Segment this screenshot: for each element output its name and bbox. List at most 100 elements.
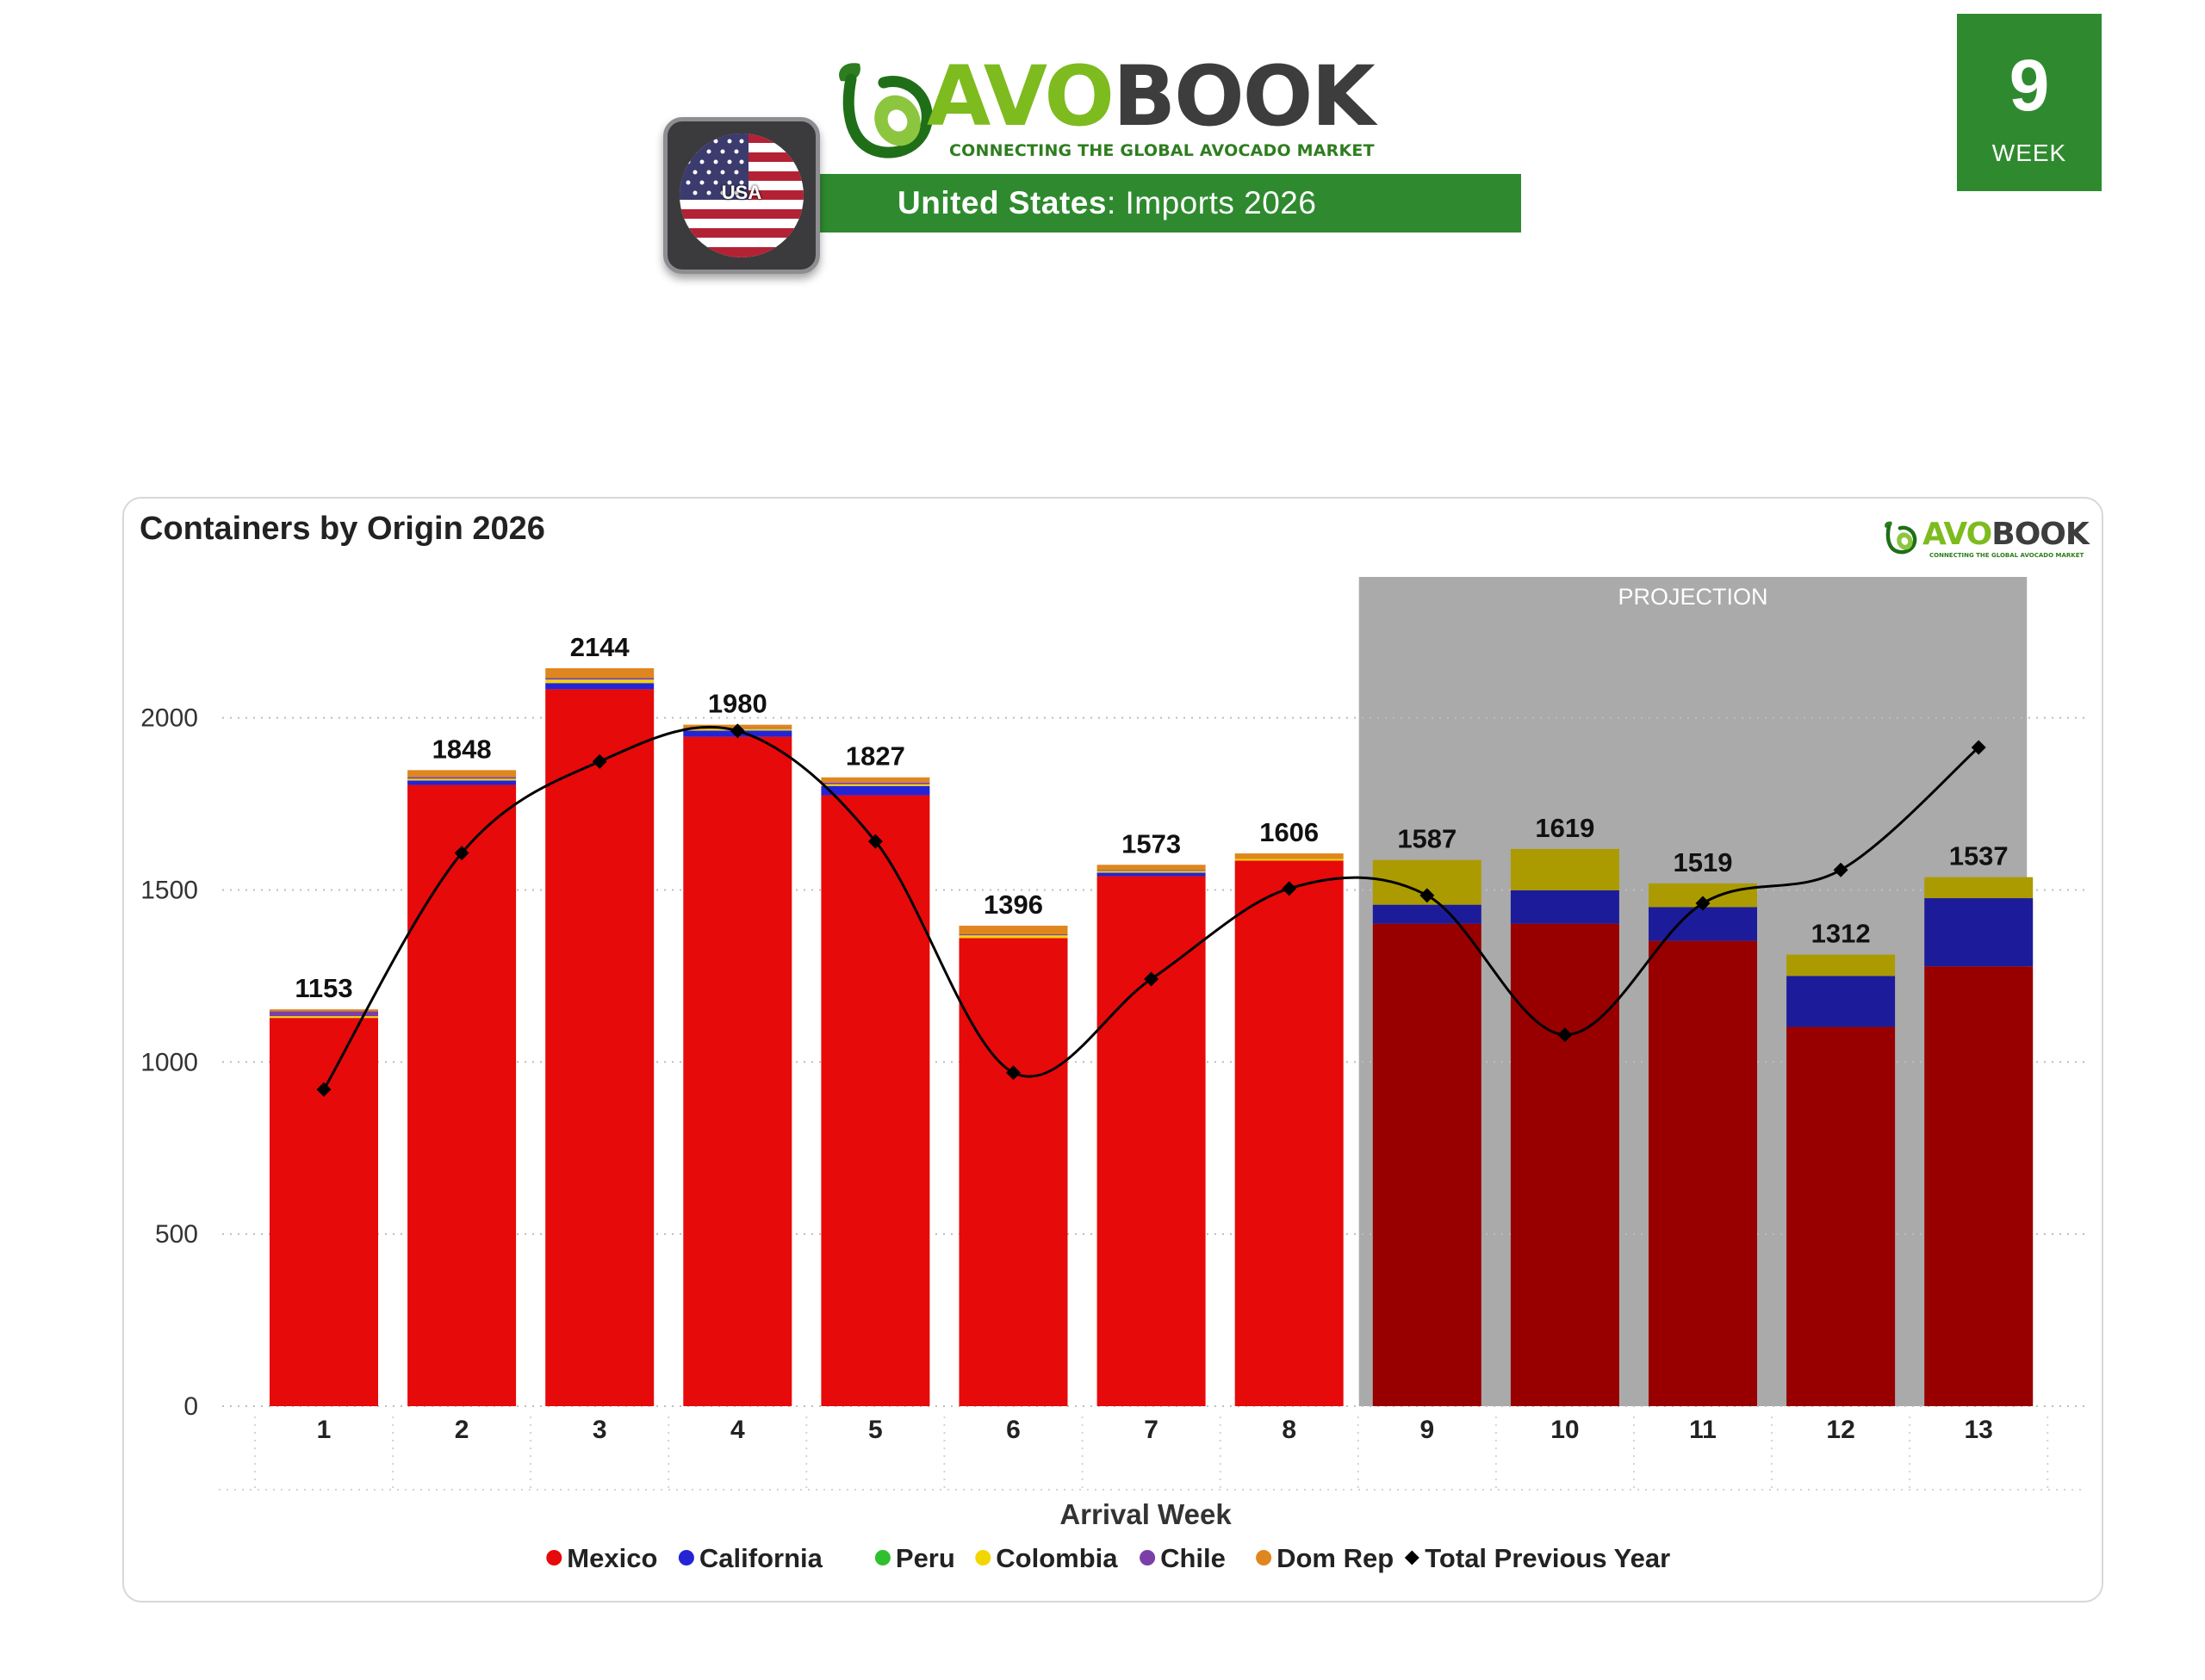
x-tick-label: 5	[868, 1416, 883, 1444]
bar-segment-california	[1924, 898, 2034, 967]
bar-segment-mexico	[1649, 940, 1757, 1406]
week-number: 9	[2009, 45, 2050, 126]
x-tick-label: 12	[1826, 1416, 1854, 1444]
bar-segment-california	[407, 780, 517, 785]
legend-label: Colombia	[996, 1543, 1118, 1573]
previous-year-point	[1282, 881, 1297, 896]
week-label: WEEK	[1991, 139, 2067, 166]
bar-segment-mexico	[683, 736, 792, 1406]
flag-label: USA	[721, 182, 762, 203]
bar-segment-california	[1786, 976, 1896, 1027]
bar-segment-mexico	[545, 689, 655, 1406]
legend-label: Peru	[896, 1543, 955, 1573]
legend-label: Chile	[1160, 1543, 1226, 1573]
bar-segment-colombia	[1786, 954, 1896, 976]
bar-segment-mexico	[1510, 923, 1619, 1406]
country-flag-badge: USA	[663, 117, 820, 274]
page-title-country: United States	[898, 185, 1107, 220]
usa-flag-icon: USA	[680, 133, 804, 257]
legend-label: California	[699, 1543, 823, 1573]
bar-segment-colombia	[407, 778, 517, 781]
bar-total-label: 1606	[1259, 817, 1319, 847]
x-tick-label: 13	[1965, 1416, 1993, 1444]
avobook-logo: AVOBOOK CONNECTING THE GLOBAL AVOCADO MA…	[834, 48, 1385, 174]
bar-segment-colombia	[270, 1016, 378, 1019]
card-brand-book-text: BOOK	[1991, 517, 2090, 552]
bar-segment-mexico	[1924, 966, 2034, 1406]
previous-year-point	[1557, 1027, 1573, 1043]
card-avobook-logo: AVOBOOK CONNECTING THE GLOBAL AVOCADO MA…	[1883, 517, 2098, 561]
bar-total-label: 1587	[1397, 824, 1457, 854]
bar-segment-chile	[270, 1011, 378, 1017]
x-tick-label: 8	[1282, 1416, 1296, 1444]
x-tick-label: 3	[593, 1416, 607, 1444]
legend-marker-chile	[1140, 1550, 1156, 1565]
x-axis-title: Arrival Week	[1059, 1498, 1232, 1530]
bar-segment-chile	[959, 934, 1068, 936]
card-avocado-leaf-icon	[1885, 521, 1917, 555]
x-tick-label: 10	[1550, 1416, 1579, 1444]
bar-segment-chile	[545, 678, 655, 680]
bar-segment-colombia	[959, 935, 1068, 939]
bar-segment-colombia	[1924, 877, 2034, 899]
previous-year-point	[454, 846, 469, 861]
x-tick-label: 6	[1006, 1416, 1021, 1444]
bar-total-label: 2144	[570, 632, 630, 662]
x-tick-label: 11	[1689, 1416, 1717, 1444]
y-tick-label: 0	[183, 1392, 198, 1421]
bar-segment-dom-rep	[545, 668, 655, 679]
bar-segment-california	[545, 683, 655, 690]
bar-segment-dom-rep	[270, 1009, 378, 1012]
bar-segment-california	[1372, 904, 1481, 924]
bar-segment-colombia	[1096, 871, 1206, 873]
legend-marker-colombia	[975, 1550, 991, 1565]
previous-year-point	[1695, 896, 1711, 911]
bar-segment-dom-rep	[821, 777, 930, 783]
brand-wordmark: AVOBOOK	[927, 45, 1376, 148]
bar-segment-dom-rep	[959, 926, 1068, 935]
y-tick-label: 1000	[140, 1048, 198, 1076]
previous-year-point	[1419, 888, 1435, 903]
bar-segment-mexico	[407, 784, 517, 1406]
bar-segment-mexico	[1096, 876, 1206, 1406]
y-tick-label: 1500	[140, 876, 198, 904]
bar-total-label: 1573	[1121, 828, 1181, 859]
bar-segment-california	[821, 785, 930, 796]
legend-marker-dom-rep	[1256, 1550, 1272, 1565]
page-title: United States: Imports 2026	[898, 174, 1316, 232]
legend-marker-mexico	[546, 1550, 562, 1565]
legend-marker-california	[678, 1550, 694, 1565]
bar-total-label: 1980	[708, 689, 767, 719]
bar-total-label: 1153	[295, 973, 352, 1003]
previous-year-point	[1833, 862, 1848, 877]
bar-segment-colombia	[1234, 859, 1344, 861]
previous-year-point	[1971, 740, 1986, 755]
bar-total-label: 1537	[1949, 841, 2009, 871]
card-brand-avo-text: AVO	[1922, 517, 1992, 552]
bar-segment-dom-rep	[1234, 853, 1344, 859]
bar-segment-dom-rep	[407, 770, 517, 778]
chart-title: Containers by Origin 2026	[140, 511, 545, 547]
bar-segment-chile	[821, 782, 930, 784]
y-tick-label: 500	[155, 1220, 198, 1249]
card-brand-tagline: CONNECTING THE GLOBAL AVOCADO MARKET	[1929, 552, 2084, 559]
bar-segment-mexico	[1372, 923, 1481, 1406]
avocado-leaf-icon	[839, 63, 933, 158]
bar-segment-california	[1510, 890, 1619, 924]
bar-total-label: 1396	[984, 890, 1043, 920]
page-title-band: United States: Imports 2026	[810, 174, 1521, 232]
bar-segment-california	[1649, 907, 1757, 941]
brand-avo-text: AVO	[927, 48, 1115, 145]
legend-marker-previous-year	[1404, 1550, 1419, 1565]
bar-total-label: 1619	[1535, 813, 1594, 843]
bar-segment-mexico	[959, 938, 1068, 1406]
x-tick-label: 9	[1419, 1416, 1434, 1444]
projection-label: PROJECTION	[1618, 584, 1767, 610]
x-tick-label: 7	[1144, 1416, 1158, 1444]
bar-segment-mexico	[1786, 1026, 1896, 1406]
legend-label: Total Previous Year	[1425, 1543, 1670, 1573]
previous-year-line	[322, 725, 1980, 1091]
bar-segment-california	[1096, 872, 1206, 877]
current-week-badge: 9 WEEK	[1957, 14, 2102, 191]
y-tick-label: 2000	[140, 704, 198, 733]
